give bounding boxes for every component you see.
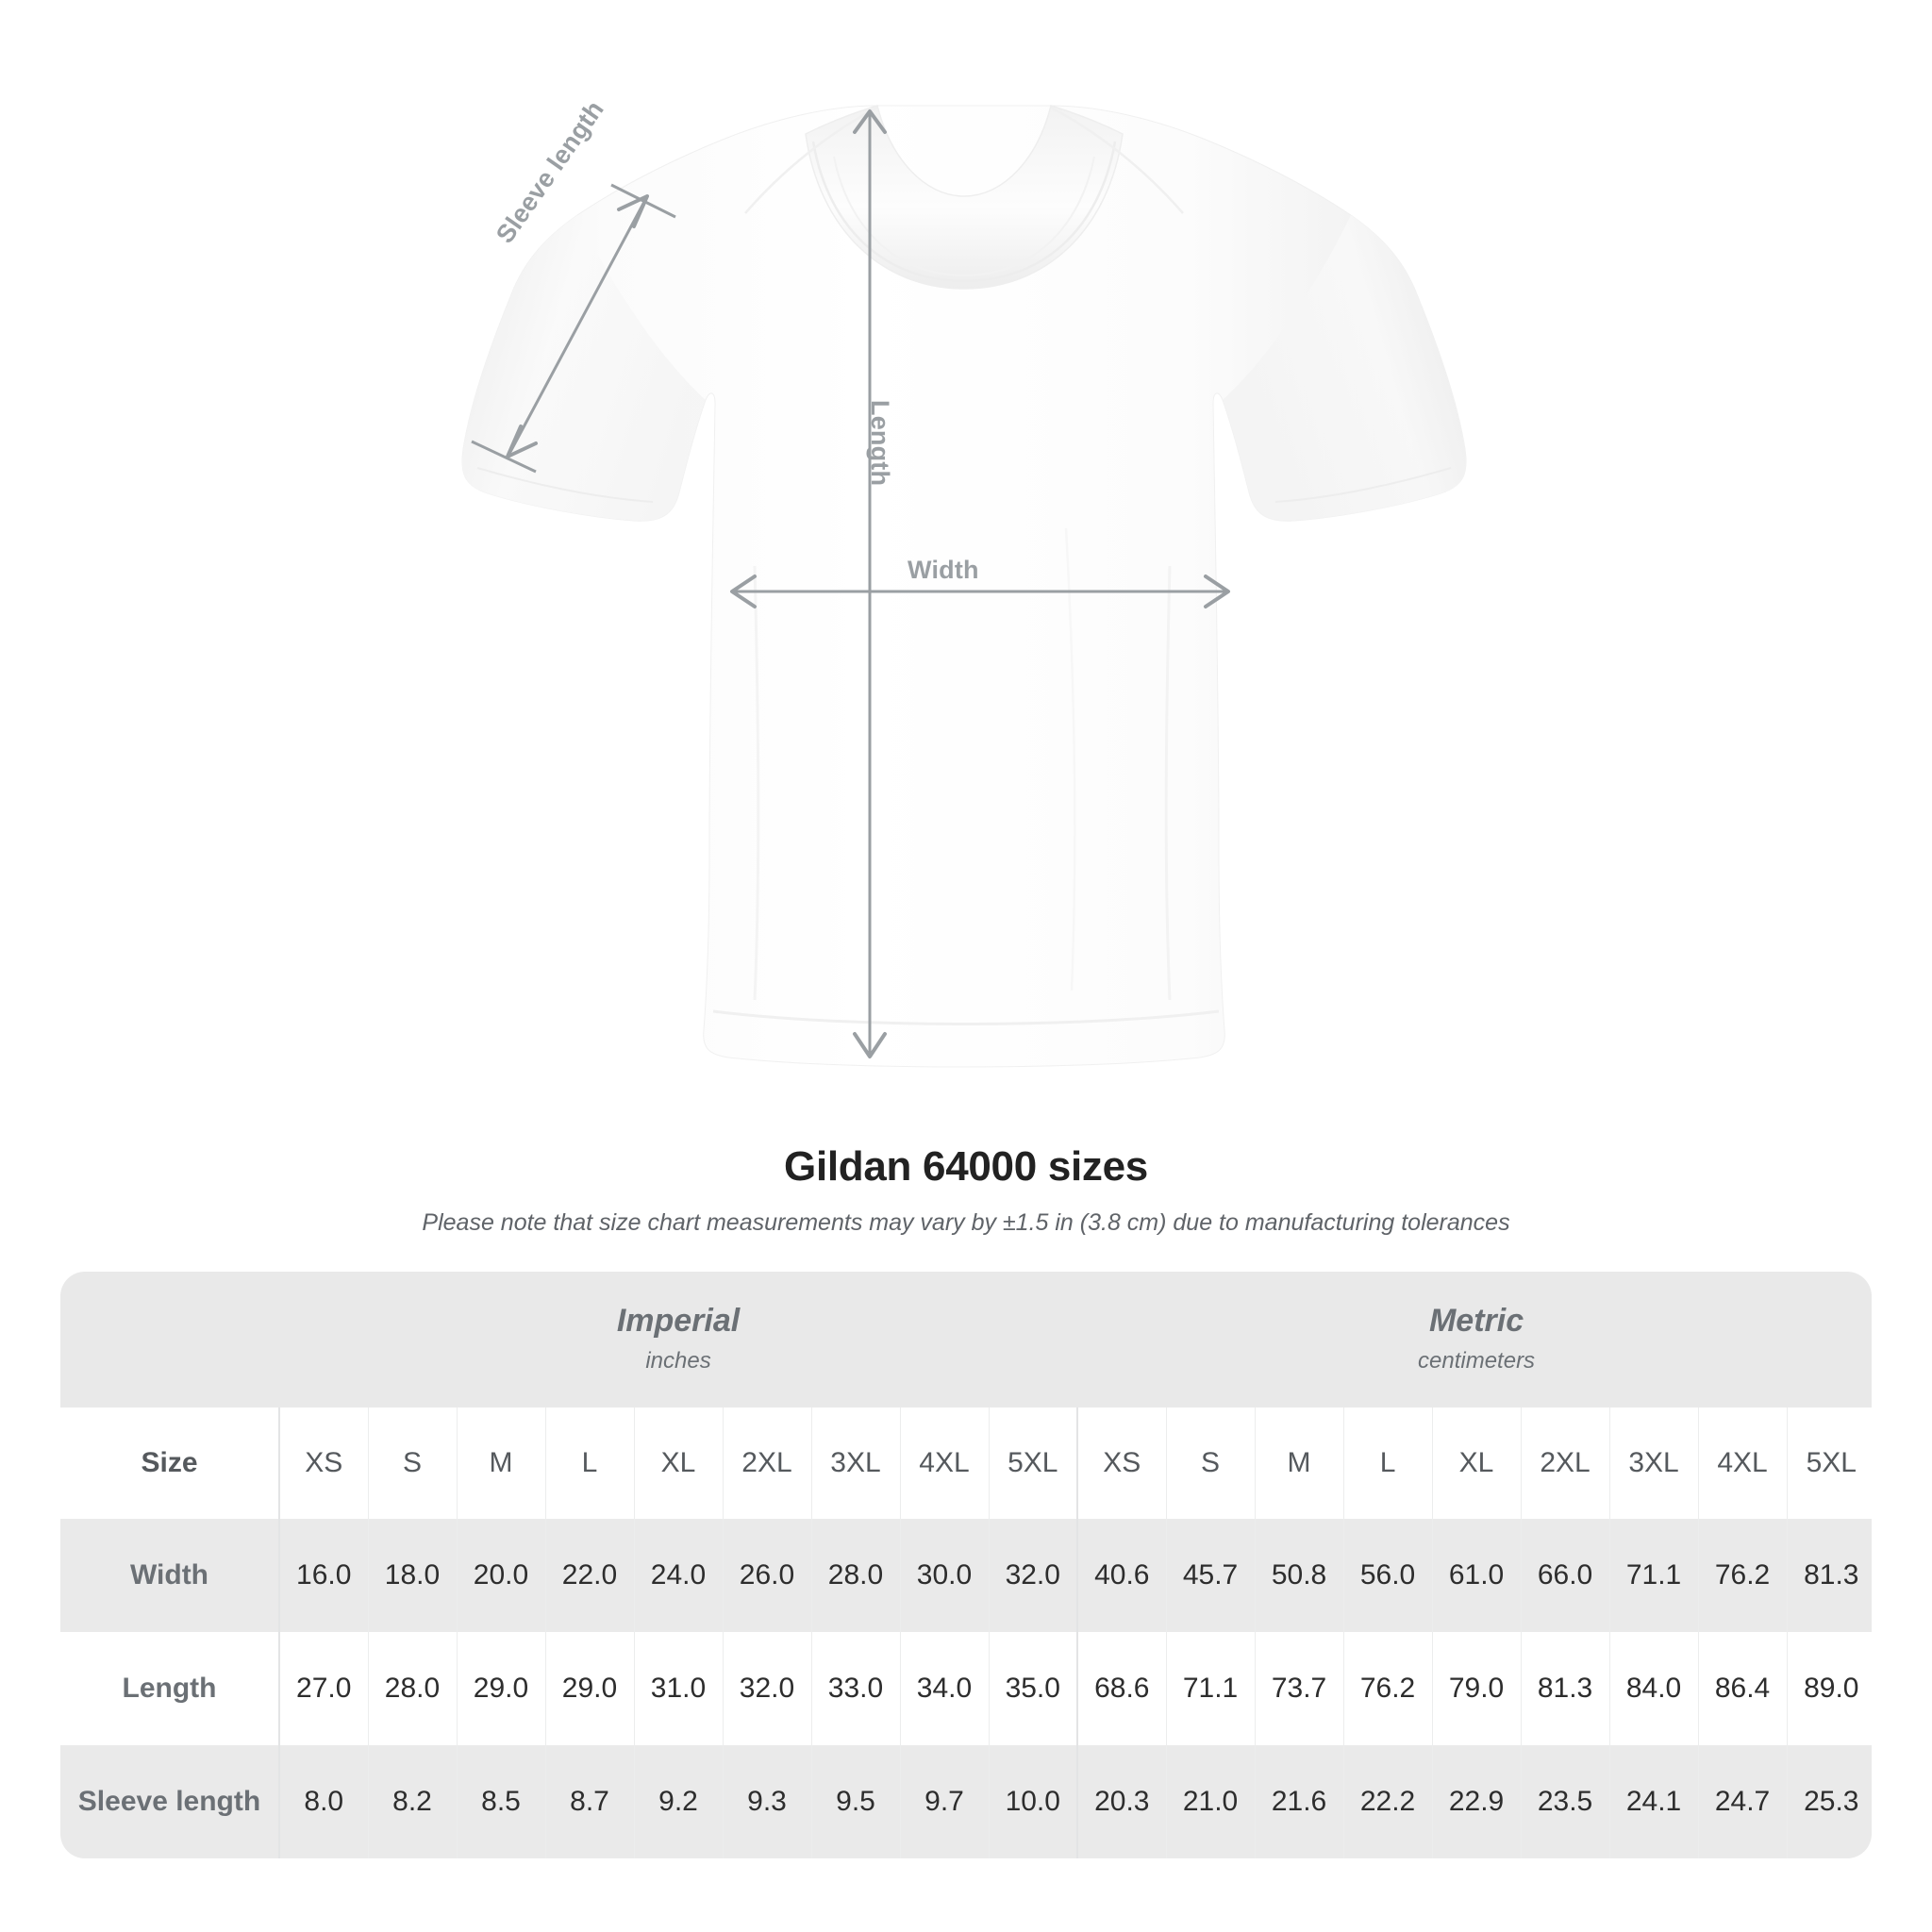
unit-row-spacer xyxy=(60,1272,279,1407)
measurement-cell: 10.0 xyxy=(988,1745,1078,1858)
measurement-cell: 29.0 xyxy=(544,1632,634,1745)
measurement-cell: 34.0 xyxy=(899,1632,989,1745)
measurement-cell: 21.6 xyxy=(1254,1745,1344,1858)
size-header-cell: 3XL xyxy=(1608,1407,1699,1519)
measurement-cell: 35.0 xyxy=(988,1632,1078,1745)
size-header-cell: L xyxy=(1342,1407,1433,1519)
size-header-cell: M xyxy=(1254,1407,1344,1519)
unit-subtitle: centimeters xyxy=(1418,1347,1536,1374)
tolerance-note: Please note that size chart measurements… xyxy=(422,1209,1510,1236)
size-header-cell: S xyxy=(367,1407,457,1519)
size-header-cell: XS xyxy=(1076,1407,1167,1519)
size-header-cell: 3XL xyxy=(810,1407,900,1519)
measurement-cell: 86.4 xyxy=(1697,1632,1788,1745)
row-label: Sleeve length xyxy=(60,1745,279,1858)
measurement-cell: 30.0 xyxy=(899,1519,989,1632)
measurement-cell: 22.0 xyxy=(544,1519,634,1632)
measurement-cell: 50.8 xyxy=(1254,1519,1344,1632)
measurement-cell: 25.3 xyxy=(1786,1745,1872,1858)
tshirt-illustration xyxy=(461,105,1467,1068)
measurement-cell: 31.0 xyxy=(633,1632,723,1745)
length-measurement-label: Length xyxy=(866,400,894,487)
measurement-cell: 81.3 xyxy=(1520,1632,1610,1745)
measurement-cell: 76.2 xyxy=(1697,1519,1788,1632)
table-row: Length 27.0 28.0 29.0 29.0 31.0 32.0 33.0 34.0 35… xyxy=(60,1632,1872,1745)
measurement-cell: 68.6 xyxy=(1076,1632,1167,1745)
measurement-cell: 20.0 xyxy=(456,1519,545,1632)
measurement-cell: 9.5 xyxy=(810,1745,900,1858)
measurement-cell: 71.1 xyxy=(1165,1632,1256,1745)
measurement-cell: 22.9 xyxy=(1431,1745,1522,1858)
size-header-cell: XL xyxy=(633,1407,723,1519)
measurement-cell: 24.7 xyxy=(1697,1745,1788,1858)
table-row: Width 16.0 18.0 20.0 22.0 24.0 26.0 28.0 30.0 32.… xyxy=(60,1519,1872,1632)
measurement-cell: 32.0 xyxy=(988,1519,1078,1632)
measurement-cell: 81.3 xyxy=(1786,1519,1872,1632)
measurement-cell: 32.0 xyxy=(722,1632,811,1745)
size-table-container: Imperial inches Metric centimeters Size XS S M L… xyxy=(60,1272,1872,1858)
measurement-cell: 73.7 xyxy=(1254,1632,1344,1745)
measurement-guides xyxy=(471,109,1230,1058)
size-header-cell: XS xyxy=(278,1407,368,1519)
measurement-cell: 79.0 xyxy=(1431,1632,1522,1745)
size-table: Imperial inches Metric centimeters Size XS S M L… xyxy=(60,1272,1872,1858)
measurement-cell: 24.0 xyxy=(633,1519,723,1632)
measurement-cell: 29.0 xyxy=(456,1632,545,1745)
measurement-cell: 21.0 xyxy=(1165,1745,1256,1858)
measurement-cell: 61.0 xyxy=(1431,1519,1522,1632)
unit-header-row: Imperial inches Metric centimeters xyxy=(60,1272,1872,1407)
size-header-cell: M xyxy=(456,1407,545,1519)
measurement-cell: 89.0 xyxy=(1786,1632,1872,1745)
unit-subtitle: inches xyxy=(645,1347,711,1374)
size-header-cell: 4XL xyxy=(1697,1407,1788,1519)
measurement-cell: 22.2 xyxy=(1342,1745,1433,1858)
measurement-cell: 66.0 xyxy=(1520,1519,1610,1632)
measurement-cell: 28.0 xyxy=(810,1519,900,1632)
unit-name: Imperial xyxy=(616,1302,741,1339)
size-header-cell: XL xyxy=(1431,1407,1522,1519)
measurement-cell: 9.7 xyxy=(899,1745,989,1858)
measurement-cell: 8.0 xyxy=(278,1745,368,1858)
measurement-cell: 84.0 xyxy=(1608,1632,1699,1745)
width-measurement-label: Width xyxy=(908,556,979,584)
measurement-cell: 27.0 xyxy=(278,1632,368,1745)
measurement-cell: 26.0 xyxy=(722,1519,811,1632)
row-label: Length xyxy=(60,1632,279,1745)
measurement-cell: 9.2 xyxy=(633,1745,723,1858)
measurement-cell: 8.5 xyxy=(456,1745,545,1858)
size-header-cell: 2XL xyxy=(1520,1407,1610,1519)
measurement-cell: 18.0 xyxy=(367,1519,457,1632)
unit-header-metric: Metric centimeters xyxy=(1077,1272,1872,1407)
unit-header-imperial: Imperial inches xyxy=(279,1272,1078,1407)
measurement-cell: 8.7 xyxy=(544,1745,634,1858)
measurement-cell: 24.1 xyxy=(1608,1745,1699,1858)
measurement-cell: 76.2 xyxy=(1342,1632,1433,1745)
measurement-cell: 28.0 xyxy=(367,1632,457,1745)
measurement-cell: 33.0 xyxy=(810,1632,900,1745)
measurement-cell: 56.0 xyxy=(1342,1519,1433,1632)
measurement-cell: 40.6 xyxy=(1076,1519,1167,1632)
size-header-cell: S xyxy=(1165,1407,1256,1519)
size-header-cell: 5XL xyxy=(1786,1407,1872,1519)
measurement-cell: 45.7 xyxy=(1165,1519,1256,1632)
page-title: Gildan 64000 sizes xyxy=(784,1143,1148,1190)
size-header-cell: 2XL xyxy=(722,1407,811,1519)
measurement-cell: 9.3 xyxy=(722,1745,811,1858)
row-label: Width xyxy=(60,1519,279,1632)
table-row: Sleeve length 8.0 8.2 8.5 8.7 9.2 9.3 9.5 9.7 10.… xyxy=(60,1745,1872,1858)
measurement-cell: 8.2 xyxy=(367,1745,457,1858)
measurement-cell: 23.5 xyxy=(1520,1745,1610,1858)
size-column-header: Size xyxy=(60,1407,279,1519)
measurement-cell: 20.3 xyxy=(1076,1745,1167,1858)
size-header-cell: L xyxy=(544,1407,634,1519)
tshirt-diagram: Width Length Sleeve length xyxy=(461,95,1467,1068)
size-header-cell: 5XL xyxy=(988,1407,1078,1519)
size-header-cell: 4XL xyxy=(899,1407,989,1519)
measurement-cell: 71.1 xyxy=(1608,1519,1699,1632)
size-header-row: Size XS S M L XL 2XL 3XL 4XL 5XL XS S M L XL 2XL 3XL 4XL 5… xyxy=(60,1407,1872,1519)
measurement-cell: 16.0 xyxy=(278,1519,368,1632)
unit-name: Metric xyxy=(1428,1302,1524,1339)
shirt-shape xyxy=(461,105,1467,1068)
